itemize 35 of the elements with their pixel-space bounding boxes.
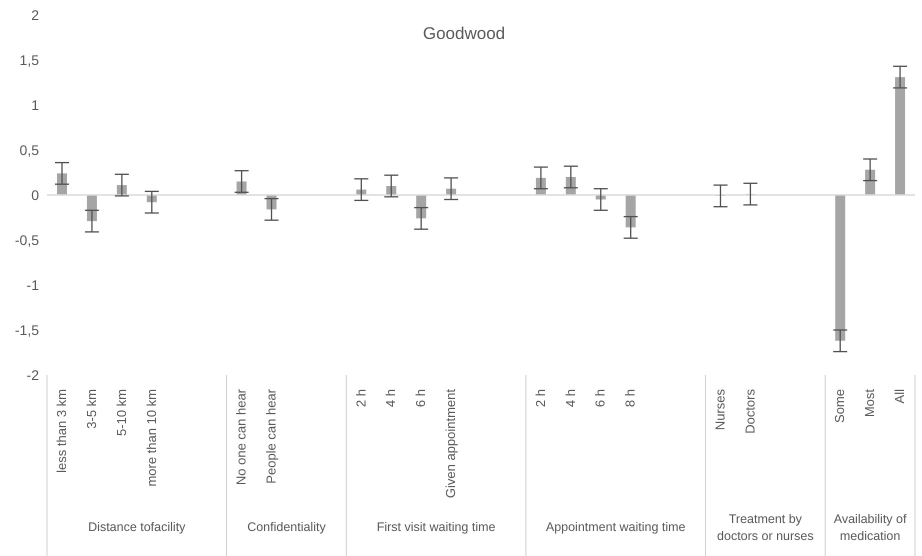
x-tick-label: 3-5 km <box>84 389 99 429</box>
y-tick-label: -0,5 <box>14 232 40 248</box>
x-tick-label: Nurses <box>712 388 728 430</box>
text: Goodwood <box>422 24 506 44</box>
x-tick-label: less than 3 km <box>54 389 69 473</box>
x-tick-label: more than 10 km <box>144 389 159 487</box>
y-tick-label: 1 <box>31 96 40 113</box>
x-tick-label: 5-10 km <box>114 389 129 436</box>
x-tick-label: Doctors <box>742 388 758 434</box>
x-tick-label: 8 h <box>622 389 638 408</box>
x-tick-label: People can hear <box>263 388 278 484</box>
x-tick-label: 4 h <box>562 389 578 408</box>
text: First visit waiting time <box>376 520 496 534</box>
y-tick-label: 2 <box>31 6 40 23</box>
y-tick-label: 0,5 <box>20 142 40 158</box>
text: Distance tofacility <box>88 520 186 534</box>
text: Availability of medication <box>834 512 907 543</box>
text: Appointment waiting time <box>546 520 686 534</box>
x-tick-label: Most <box>862 388 878 418</box>
y-tick-label: 1,5 <box>20 52 40 68</box>
y-tick-label: -2 <box>26 366 40 383</box>
x-tick-label: 2 h <box>532 389 548 408</box>
x-tick-label: 2 h <box>353 389 368 408</box>
x-tick-label: 6 h <box>592 389 608 408</box>
x-tick-label: All <box>892 388 908 404</box>
text: Confidentiality <box>247 520 326 534</box>
y-tick-label: -1 <box>26 276 40 293</box>
x-tick-label: No one can hear <box>234 388 249 486</box>
x-tick-label: 4 h <box>383 389 398 408</box>
x-tick-label: 6 h <box>413 389 428 408</box>
x-tick-label: Given appointment <box>443 388 458 498</box>
y-tick-label: 0 <box>31 186 40 203</box>
y-tick-label: -1,5 <box>14 322 40 338</box>
text: Treatment by doctors or nurses <box>717 512 814 543</box>
x-tick-label: Some <box>832 389 848 423</box>
